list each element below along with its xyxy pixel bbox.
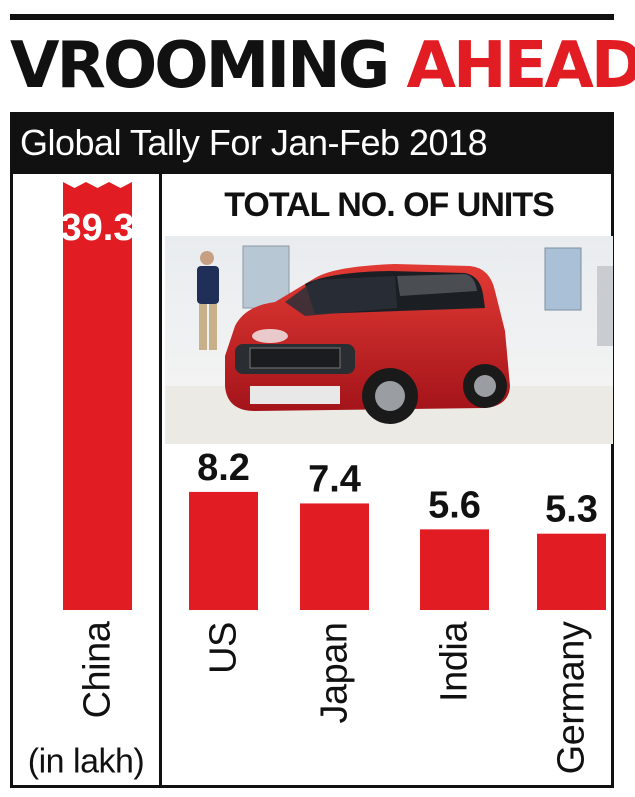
value-label-india: 5.6 (428, 484, 481, 526)
headline-word-1: VROOMING (10, 29, 390, 103)
bar-india (420, 529, 489, 610)
china-divider-line (159, 174, 162, 788)
bar-us (189, 491, 258, 610)
bar-japan (300, 503, 369, 610)
value-label-us: 8.2 (197, 447, 250, 489)
category-label-china: China (76, 621, 118, 719)
headline-word-2: AHEAD (406, 29, 635, 103)
category-label-japan: Japan (313, 621, 355, 724)
unit-note: (in lakh) (27, 742, 145, 781)
category-label-germany: Germany (550, 622, 592, 775)
value-label-china: 39.3 (61, 207, 135, 249)
frame-right-line (611, 174, 614, 788)
bar-germany (537, 533, 606, 610)
value-label-germany: 5.3 (545, 489, 598, 531)
value-label-japan: 7.4 (308, 458, 361, 500)
top-rule (10, 14, 614, 20)
category-label-us: US (202, 621, 244, 674)
frame-bottom-line (10, 785, 614, 788)
bar-china (63, 182, 132, 610)
subtitle: Global Tally For Jan-Feb 2018 (20, 122, 488, 163)
category-label-india: India (433, 622, 475, 702)
headline: VROOMING AHEAD (10, 22, 635, 110)
subtitle-bar: Global Tally For Jan-Feb 2018 (10, 112, 614, 174)
car-showroom-photo (165, 236, 613, 444)
frame-left-line (10, 174, 13, 788)
units-title: TOTAL NO. OF UNITS (224, 186, 555, 224)
